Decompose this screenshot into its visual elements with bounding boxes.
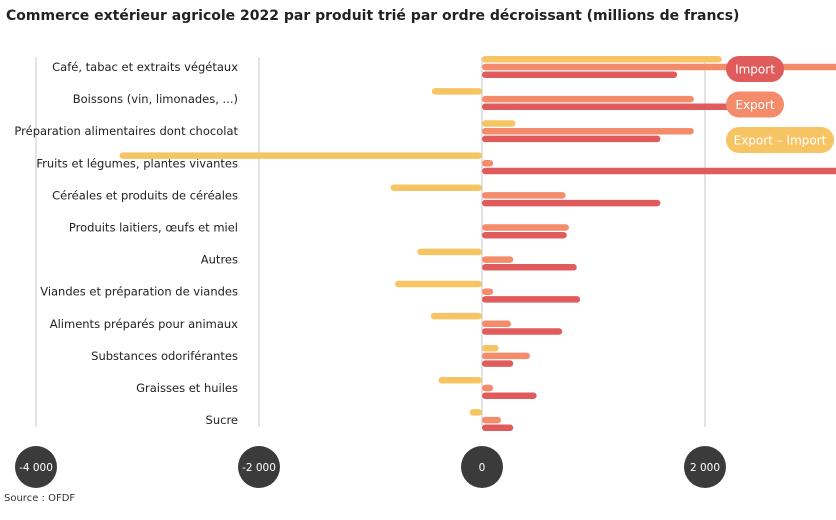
x-tick-bubble (684, 446, 726, 488)
bar (390, 184, 482, 191)
x-tick-bubble (461, 446, 503, 488)
category-label: Substances odoriférantes (91, 349, 238, 363)
bar (482, 288, 494, 295)
gridlines (35, 57, 706, 427)
x-tick-bubble (15, 446, 57, 488)
legend-label: Import (735, 63, 775, 77)
bar (482, 424, 514, 432)
bar (482, 56, 722, 63)
bar (482, 231, 567, 239)
bar (482, 120, 516, 127)
bar (482, 127, 694, 135)
bars (119, 56, 836, 432)
category-label: Céréales et produits de céréales (52, 188, 238, 202)
category-label: Sucre (206, 413, 238, 427)
bar (482, 344, 499, 352)
bar (482, 256, 514, 263)
bar (482, 328, 563, 335)
bar (482, 384, 494, 392)
category-label: Produits laitiers, œufs et miel (69, 221, 238, 235)
category-label: Graisses et huiles (136, 381, 238, 395)
category-labels: Café, tabac et extraits végétaux Boissons… (14, 60, 238, 427)
bar (482, 167, 836, 175)
bar (482, 224, 569, 231)
category-label: Café, tabac et extraits végétaux (52, 60, 238, 74)
bar (482, 199, 661, 207)
bar (438, 377, 482, 384)
category-label: Boissons (vin, limonades, ...) (73, 92, 238, 106)
x-tick-bubble (238, 446, 280, 488)
legend-label: Export (735, 98, 775, 112)
bar (119, 152, 482, 159)
bar (482, 296, 581, 303)
bar (430, 312, 482, 320)
x-tick-label: -4 000 (19, 462, 53, 474)
source-note: Source : OFDF (4, 493, 76, 504)
category-label: Aliments préparés pour animaux (50, 317, 238, 331)
legend-item (726, 127, 834, 153)
category-label: Fruits et légumes, plantes vivantes (36, 156, 238, 170)
x-tick-label: 0 (479, 462, 486, 474)
bar (482, 95, 694, 103)
bar (482, 192, 566, 199)
bar (482, 264, 577, 271)
category-label: Viandes et préparation de viandes (40, 285, 238, 299)
bar (482, 392, 537, 399)
bar (417, 248, 482, 256)
bar (482, 135, 661, 143)
category-label: Préparation alimentaires dont chocolat (14, 124, 238, 138)
category-label: Autres (201, 253, 238, 267)
bar (482, 160, 494, 167)
bar (482, 416, 501, 424)
x-tick-label: 2 000 (690, 462, 720, 474)
legend-label: Export – Import (734, 134, 827, 148)
legend: Import Export Export – Import (726, 56, 834, 153)
bar (482, 360, 514, 367)
bar (482, 71, 678, 78)
chart-title: Commerce extérieur agricole 2022 par pro… (6, 8, 740, 24)
x-tick-label: -2 000 (242, 462, 276, 474)
legend-item (726, 56, 784, 82)
legend-item (726, 91, 784, 118)
bar (395, 280, 482, 288)
bar (482, 352, 530, 360)
bar (469, 409, 482, 416)
bar (482, 103, 745, 111)
bar (431, 88, 482, 95)
bar (482, 320, 511, 328)
